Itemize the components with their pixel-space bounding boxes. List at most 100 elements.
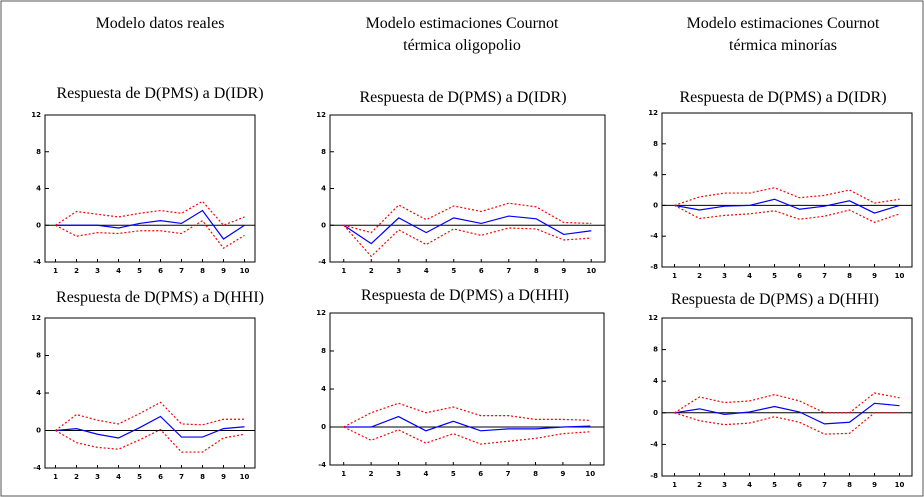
- y-tick-label: 12: [316, 111, 326, 119]
- x-tick-label: 5: [137, 267, 142, 275]
- y-tick-label: 4: [321, 185, 326, 193]
- x-tick-label: 8: [200, 473, 205, 481]
- y-tick-label: 12: [648, 109, 658, 117]
- x-tick-label: 4: [747, 272, 752, 280]
- x-tick-label: 6: [479, 267, 484, 275]
- column-header: Modelo estimaciones Cournot: [687, 15, 880, 32]
- column-header: Modelo datos reales: [96, 15, 225, 32]
- y-tick-label: 8: [653, 346, 658, 354]
- x-tick-label: 10: [585, 470, 595, 478]
- x-tick-label: 4: [116, 267, 121, 275]
- y-tick-label: 0: [653, 409, 658, 417]
- x-tick-label: 8: [847, 272, 852, 280]
- x-tick-label: 1: [53, 473, 58, 481]
- x-tick-label: 5: [451, 267, 456, 275]
- y-tick-label: 12: [31, 111, 41, 119]
- y-tick-label: 8: [36, 352, 41, 360]
- x-tick-label: 7: [179, 267, 184, 275]
- y-tick-label: 0: [36, 221, 41, 229]
- x-tick-label: 4: [747, 481, 752, 489]
- chart-title: Respuesta de D(PMS) a D(HHI): [361, 287, 569, 304]
- series-line: [55, 428, 245, 453]
- x-tick-label: 6: [797, 481, 802, 489]
- y-tick-label: -4: [318, 258, 326, 266]
- x-tick-label: 6: [797, 272, 802, 280]
- x-tick-label: 1: [341, 267, 346, 275]
- plot-area: [661, 317, 913, 477]
- series-line: [55, 219, 245, 250]
- x-tick-label: 6: [158, 267, 163, 275]
- x-tick-label: 1: [672, 272, 677, 280]
- x-tick-label: 5: [137, 473, 142, 481]
- y-tick-label: 0: [653, 201, 658, 209]
- x-tick-label: 9: [561, 267, 566, 275]
- x-tick-label: 1: [672, 481, 677, 489]
- x-tick-label: 3: [722, 481, 727, 489]
- x-tick-label: 5: [772, 272, 777, 280]
- x-tick-label: 4: [423, 470, 428, 478]
- y-tick-label: 12: [31, 314, 41, 322]
- series-line: [674, 392, 900, 414]
- chart-title: Respuesta de D(PMS) a D(HHI): [56, 289, 264, 306]
- x-tick-label: 10: [586, 267, 596, 275]
- y-tick-label: -4: [33, 464, 41, 472]
- x-tick-label: 7: [179, 473, 184, 481]
- x-tick-label: 10: [240, 267, 250, 275]
- y-tick-label: 12: [648, 314, 658, 322]
- y-tick-label: 8: [321, 148, 326, 156]
- y-tick-label: 0: [321, 423, 326, 431]
- x-tick-label: 1: [53, 267, 58, 275]
- y-tick-label: 8: [36, 148, 41, 156]
- y-tick-label: -8: [650, 472, 658, 480]
- x-tick-label: 3: [396, 470, 401, 478]
- chart-title: Respuesta de D(PMS) a D(HHI): [671, 291, 879, 308]
- series-line: [55, 415, 245, 439]
- x-tick-label: 3: [95, 473, 100, 481]
- x-tick-label: 9: [221, 473, 226, 481]
- x-tick-label: 4: [424, 267, 429, 275]
- chart-title: Respuesta de D(PMS) a D(IDR): [359, 89, 566, 106]
- x-tick-label: 2: [369, 470, 374, 478]
- x-tick-label: 3: [396, 267, 401, 275]
- x-tick-label: 9: [872, 481, 877, 489]
- x-tick-label: 1: [341, 470, 346, 478]
- y-tick-label: 0: [36, 427, 41, 435]
- x-tick-label: 5: [451, 470, 456, 478]
- series-line: [343, 224, 592, 258]
- x-tick-label: 2: [74, 473, 79, 481]
- x-tick-label: 10: [895, 481, 905, 489]
- plot-area: [661, 112, 913, 268]
- x-tick-label: 2: [697, 481, 702, 489]
- x-tick-label: 2: [369, 267, 374, 275]
- series-line: [674, 412, 900, 435]
- y-tick-label: -8: [650, 263, 658, 271]
- y-tick-label: 4: [36, 389, 41, 397]
- x-tick-label: 7: [822, 481, 827, 489]
- y-tick-label: 4: [653, 171, 658, 179]
- series-line: [343, 215, 592, 245]
- x-tick-label: 8: [847, 481, 852, 489]
- y-tick-label: 8: [653, 140, 658, 148]
- x-tick-label: 4: [116, 473, 121, 481]
- x-tick-label: 5: [772, 481, 777, 489]
- column-header: Modelo estimaciones Cournot: [366, 15, 559, 32]
- x-tick-label: 3: [95, 267, 100, 275]
- column-header: térmica minorías: [729, 37, 837, 54]
- x-tick-label: 2: [697, 272, 702, 280]
- series-line: [343, 402, 591, 428]
- x-tick-label: 2: [74, 267, 79, 275]
- y-tick-label: -4: [33, 258, 41, 266]
- x-tick-label: 6: [478, 470, 483, 478]
- x-tick-label: 8: [533, 470, 538, 478]
- y-tick-label: 4: [36, 185, 41, 193]
- y-tick-label: 0: [321, 221, 326, 229]
- y-tick-label: -4: [650, 232, 658, 240]
- series-line: [55, 401, 245, 431]
- y-tick-label: -4: [650, 440, 658, 448]
- x-tick-label: 7: [506, 267, 511, 275]
- series-line: [343, 202, 592, 234]
- x-tick-label: 9: [221, 267, 226, 275]
- x-tick-label: 3: [722, 272, 727, 280]
